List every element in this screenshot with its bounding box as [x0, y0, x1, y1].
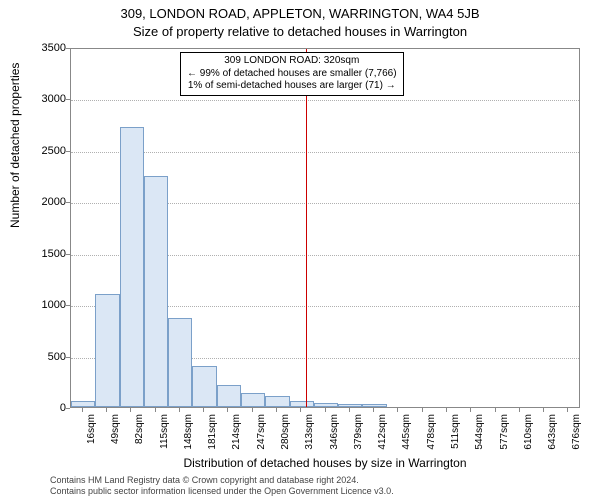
y-tick-label: 3000: [16, 93, 66, 105]
x-tick-label: 610sqm: [523, 414, 534, 458]
x-tick-label: 82sqm: [134, 414, 145, 458]
footer-line-2: Contains public sector information licen…: [50, 486, 394, 497]
x-axis-label: Distribution of detached houses by size …: [70, 456, 580, 470]
histogram-bar: [192, 366, 216, 407]
x-tick-label: 511sqm: [450, 414, 461, 458]
x-tick-label: 478sqm: [426, 414, 437, 458]
gridline: [71, 100, 579, 101]
chart-title-address: 309, LONDON ROAD, APPLETON, WARRINGTON, …: [0, 6, 600, 21]
x-tick-label: 214sqm: [231, 414, 242, 458]
x-tick-mark: [203, 408, 204, 412]
footer-line-1: Contains HM Land Registry data © Crown c…: [50, 475, 394, 486]
x-tick-label: 676sqm: [571, 414, 582, 458]
x-tick-mark: [155, 408, 156, 412]
x-tick-mark: [130, 408, 131, 412]
chart-subtitle: Size of property relative to detached ho…: [0, 24, 600, 39]
x-tick-label: 115sqm: [159, 414, 170, 458]
x-tick-label: 445sqm: [401, 414, 412, 458]
x-tick-label: 181sqm: [207, 414, 218, 458]
annotation-line: 1% of semi-detached houses are larger (7…: [187, 80, 397, 93]
x-tick-mark: [300, 408, 301, 412]
y-tick-label: 0: [16, 402, 66, 414]
x-tick-mark: [422, 408, 423, 412]
x-tick-mark: [276, 408, 277, 412]
annotation-box: 309 LONDON ROAD: 320sqm← 99% of detached…: [180, 52, 404, 96]
x-tick-label: 148sqm: [183, 414, 194, 458]
x-tick-label: 16sqm: [86, 414, 97, 458]
histogram-bar: [144, 176, 168, 407]
x-tick-mark: [446, 408, 447, 412]
y-tick-mark: [66, 202, 70, 203]
histogram-bar: [338, 404, 362, 407]
histogram-bar: [71, 401, 95, 407]
annotation-line: 309 LONDON ROAD: 320sqm: [187, 55, 397, 68]
x-tick-mark: [519, 408, 520, 412]
x-tick-label: 577sqm: [499, 414, 510, 458]
x-tick-mark: [179, 408, 180, 412]
reference-line: [306, 49, 307, 407]
x-tick-label: 412sqm: [377, 414, 388, 458]
x-tick-mark: [373, 408, 374, 412]
histogram-bar: [290, 401, 314, 407]
x-tick-label: 49sqm: [110, 414, 121, 458]
gridline: [71, 152, 579, 153]
x-tick-mark: [325, 408, 326, 412]
histogram-bar: [95, 294, 119, 407]
x-tick-mark: [495, 408, 496, 412]
y-tick-mark: [66, 151, 70, 152]
annotation-line: ← 99% of detached houses are smaller (7,…: [187, 68, 397, 81]
x-tick-mark: [397, 408, 398, 412]
x-tick-mark: [106, 408, 107, 412]
y-tick-label: 1500: [16, 248, 66, 260]
x-tick-label: 643sqm: [547, 414, 558, 458]
y-tick-label: 3500: [16, 42, 66, 54]
histogram-bar: [217, 385, 241, 407]
histogram-bar: [362, 404, 386, 407]
histogram-bar: [265, 396, 289, 407]
y-tick-label: 1000: [16, 299, 66, 311]
x-tick-mark: [349, 408, 350, 412]
y-tick-label: 2500: [16, 145, 66, 157]
x-tick-label: 313sqm: [304, 414, 315, 458]
x-tick-mark: [470, 408, 471, 412]
x-tick-mark: [567, 408, 568, 412]
x-tick-label: 544sqm: [474, 414, 485, 458]
histogram-bar: [314, 403, 338, 407]
y-tick-label: 500: [16, 351, 66, 363]
y-tick-mark: [66, 357, 70, 358]
x-tick-label: 379sqm: [353, 414, 364, 458]
x-tick-label: 346sqm: [329, 414, 340, 458]
x-tick-label: 280sqm: [280, 414, 291, 458]
y-tick-mark: [66, 408, 70, 409]
y-tick-mark: [66, 48, 70, 49]
histogram-bar: [120, 127, 144, 407]
x-tick-mark: [543, 408, 544, 412]
x-tick-mark: [252, 408, 253, 412]
plot-area: [70, 48, 580, 408]
histogram-bar: [168, 318, 192, 407]
x-tick-mark: [82, 408, 83, 412]
histogram-bar: [241, 393, 265, 407]
y-tick-mark: [66, 254, 70, 255]
y-tick-mark: [66, 305, 70, 306]
y-tick-label: 2000: [16, 196, 66, 208]
footer-attribution: Contains HM Land Registry data © Crown c…: [50, 475, 394, 497]
y-tick-mark: [66, 99, 70, 100]
x-tick-mark: [227, 408, 228, 412]
x-tick-label: 247sqm: [256, 414, 267, 458]
